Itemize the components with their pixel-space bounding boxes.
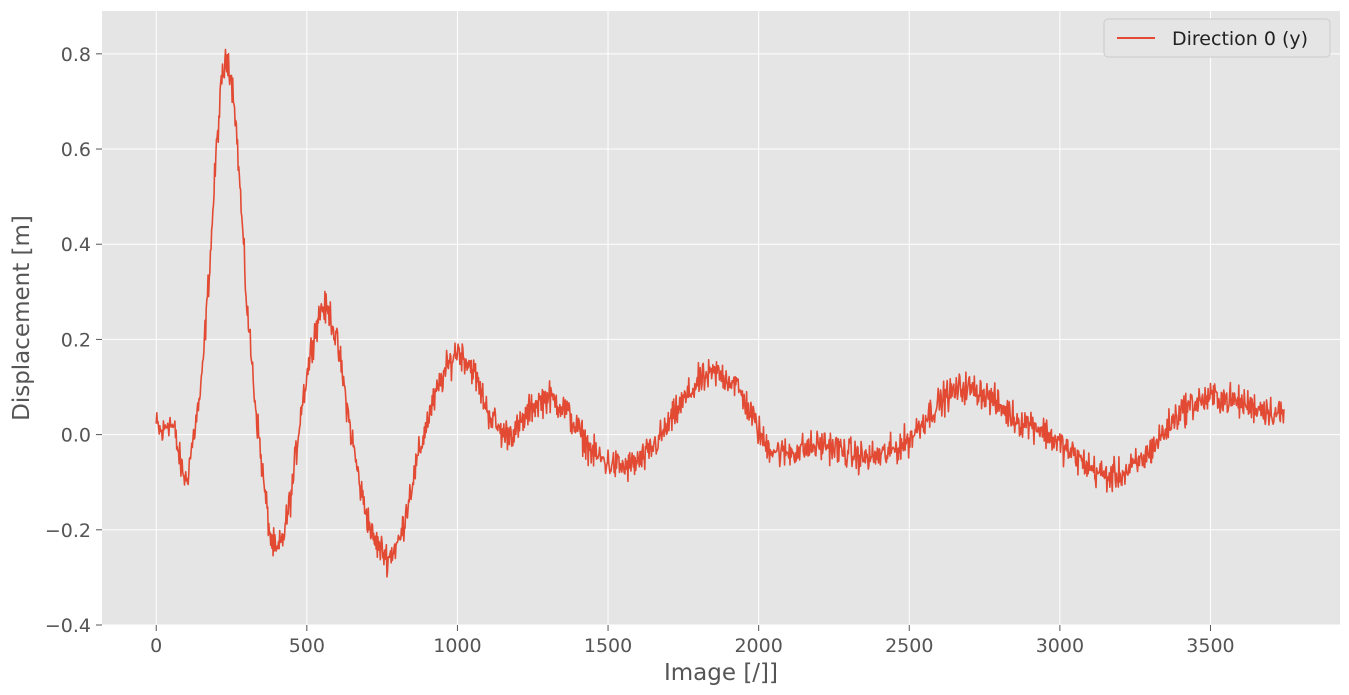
y-tick-label: −0.2 (45, 520, 91, 542)
x-tick-label: 1500 (584, 635, 632, 657)
y-tick-label: −0.4 (45, 615, 91, 637)
grid-lines (102, 11, 1340, 626)
y-tick-label: 0.8 (61, 44, 91, 66)
y-tick-label: 0.6 (61, 139, 91, 161)
x-tick-label: 0 (150, 635, 162, 657)
y-axis-ticks: −0.4 −0.2 0.0 0.2 0.4 0.6 0.8 (45, 44, 102, 637)
legend-box (1103, 18, 1331, 58)
x-tick-label: 2500 (885, 635, 933, 657)
series-line-direction-0 (155, 48, 1285, 578)
x-axis-ticks: 0 500 1000 1500 2000 2500 3000 3500 (150, 625, 1235, 657)
y-tick-label: 0.2 (61, 329, 91, 351)
legend-label: Direction 0 (y) (1172, 28, 1308, 50)
x-tick-label: 3500 (1186, 635, 1234, 657)
legend: Direction 0 (y) (1103, 18, 1331, 58)
y-tick-label: 0.4 (61, 234, 91, 256)
x-tick-label: 2000 (734, 635, 782, 657)
x-axis-label: Image [/]] (664, 660, 778, 686)
x-tick-label: 3000 (1036, 635, 1084, 657)
x-tick-label: 500 (289, 635, 325, 657)
plot-area (102, 11, 1340, 625)
y-axis-label: Displacement [m] (9, 215, 35, 421)
x-tick-label: 1000 (433, 635, 481, 657)
series-layer (155, 48, 1285, 578)
y-tick-label: 0.0 (61, 425, 91, 447)
